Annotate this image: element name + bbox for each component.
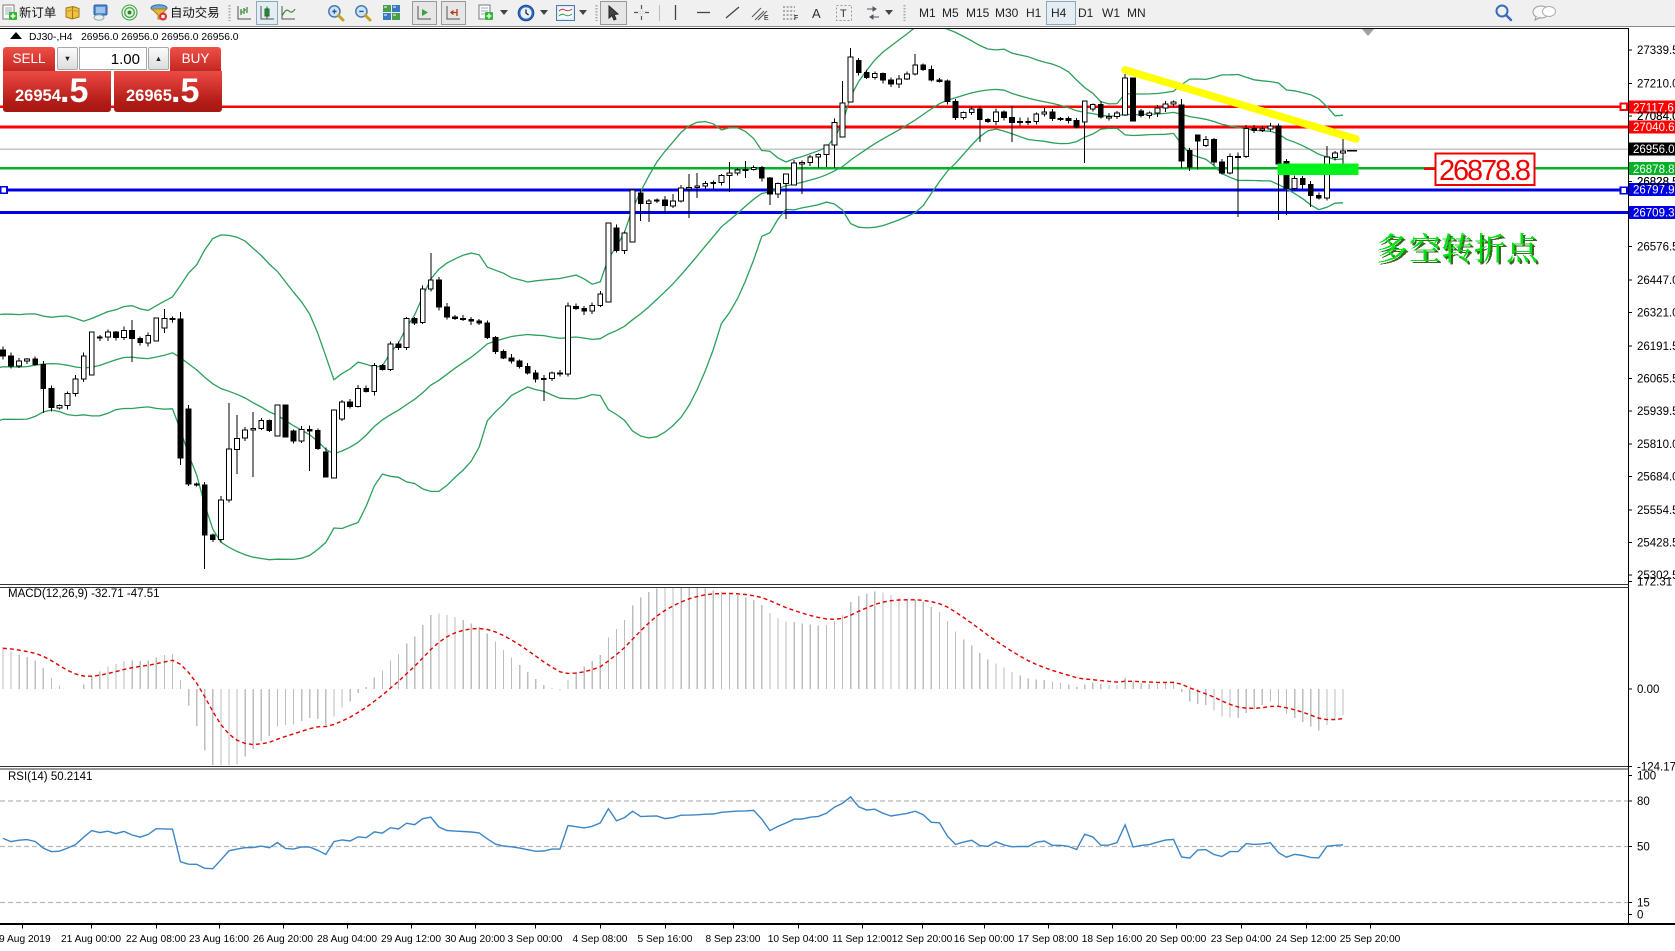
svg-text:25810.0: 25810.0: [1637, 439, 1675, 451]
svg-text:0: 0: [1637, 910, 1643, 922]
svg-text:26709.3: 26709.3: [1633, 208, 1675, 220]
svg-text:15: 15: [1637, 898, 1650, 910]
svg-text:80: 80: [1637, 796, 1650, 808]
svg-text:27084.0: 27084.0: [1637, 111, 1675, 123]
svg-text:26 Aug 20:00: 26 Aug 20:00: [253, 934, 313, 945]
svg-text:11 Sep 12:00: 11 Sep 12:00: [832, 934, 892, 945]
svg-text:50: 50: [1637, 842, 1650, 854]
svg-text:3 Sep 00:00: 3 Sep 00:00: [508, 934, 563, 945]
svg-text:26956.0: 26956.0: [1633, 144, 1675, 156]
svg-text:25428.5: 25428.5: [1637, 537, 1675, 549]
svg-text:29 Aug 12:00: 29 Aug 12:00: [381, 934, 441, 945]
svg-text:21 Aug 00:00: 21 Aug 00:00: [61, 934, 121, 945]
svg-text:16 Sep 00:00: 16 Sep 00:00: [954, 934, 1015, 945]
svg-text:12 Sep 20:00: 12 Sep 20:00: [892, 934, 953, 945]
svg-text:RSI(14) 50.2141: RSI(14) 50.2141: [8, 771, 92, 783]
svg-text:100: 100: [1637, 771, 1656, 783]
svg-text:26321.0: 26321.0: [1637, 307, 1675, 319]
svg-text:27339.5: 27339.5: [1637, 45, 1675, 57]
svg-text:4 Sep 08:00: 4 Sep 08:00: [573, 934, 628, 945]
svg-text:8 Sep 23:00: 8 Sep 23:00: [706, 934, 761, 945]
svg-text:20 Sep 00:00: 20 Sep 00:00: [1146, 934, 1207, 945]
svg-text:172.31: 172.31: [1637, 577, 1672, 589]
svg-text:27117.6: 27117.6: [1633, 102, 1674, 114]
svg-text:23 Aug 16:00: 23 Aug 16:00: [189, 934, 249, 945]
svg-text:DJ30-,H4 26956.0 26956.0 269: DJ30-,H4 26956.0 26956.0 26956.0 26956.0: [29, 32, 239, 43]
svg-text:26447.0: 26447.0: [1637, 275, 1675, 287]
svg-text:A: A: [812, 6, 821, 20]
svg-text:T: T: [840, 8, 847, 20]
svg-text:27210.0: 27210.0: [1637, 78, 1675, 90]
svg-text:19 Aug 2019: 19 Aug 2019: [0, 934, 51, 945]
svg-text:-124.17: -124.17: [1637, 761, 1675, 773]
svg-text:28 Aug 04:00: 28 Aug 04:00: [317, 934, 377, 945]
svg-text:26797.9: 26797.9: [1633, 185, 1675, 197]
svg-text:25554.5: 25554.5: [1637, 505, 1675, 517]
svg-text:0.00: 0.00: [1637, 684, 1659, 696]
svg-text:25939.5: 25939.5: [1637, 406, 1675, 418]
svg-text:26065.5: 26065.5: [1637, 373, 1675, 385]
svg-text:25 Sep 20:00: 25 Sep 20:00: [1340, 934, 1401, 945]
svg-text:27084.0: 27084.0: [1637, 111, 1675, 123]
svg-text:10 Sep 04:00: 10 Sep 04:00: [768, 934, 829, 945]
svg-text:MACD(12,26,9) -32.71 -47.51: MACD(12,26,9) -32.71 -47.51: [8, 588, 160, 600]
svg-text:24 Sep 12:00: 24 Sep 12:00: [1276, 934, 1337, 945]
svg-text:F: F: [794, 15, 798, 21]
svg-text:25684.0: 25684.0: [1637, 472, 1675, 484]
svg-text:5 Sep 16:00: 5 Sep 16:00: [638, 934, 693, 945]
svg-text:22 Aug 08:00: 22 Aug 08:00: [126, 934, 186, 945]
svg-text:26191.5: 26191.5: [1637, 341, 1675, 353]
svg-text:26828.5: 26828.5: [1637, 177, 1675, 189]
svg-text:26878.8: 26878.8: [1633, 164, 1675, 176]
svg-text:25302.5: 25302.5: [1637, 570, 1675, 582]
svg-text:26576.5: 26576.5: [1637, 242, 1675, 254]
svg-text:17 Sep 08:00: 17 Sep 08:00: [1018, 934, 1079, 945]
svg-text:30 Aug 20:00: 30 Aug 20:00: [445, 934, 505, 945]
svg-text:26878.8: 26878.8: [1439, 155, 1531, 187]
svg-text:23 Sep 04:00: 23 Sep 04:00: [1211, 934, 1272, 945]
svg-text:18 Sep 16:00: 18 Sep 16:00: [1082, 934, 1143, 945]
svg-text:27040.6: 27040.6: [1633, 122, 1675, 134]
svg-text:E: E: [764, 15, 769, 21]
